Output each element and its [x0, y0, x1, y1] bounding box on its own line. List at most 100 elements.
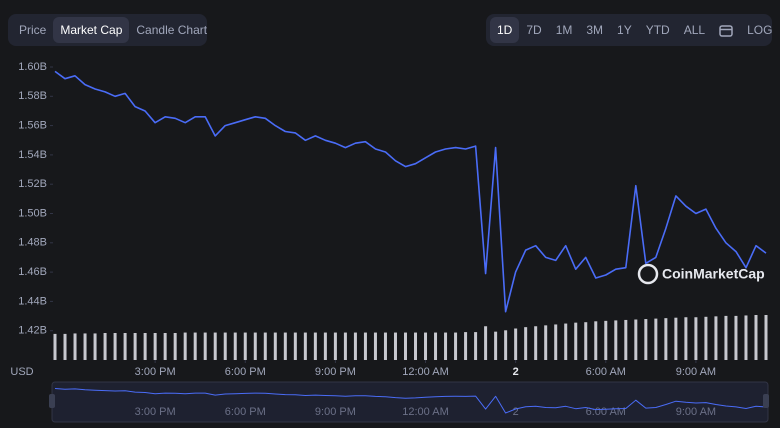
volume-bar [504, 330, 508, 360]
y-tick-label: 1.44B [18, 295, 47, 307]
volume-bar [163, 333, 167, 360]
range[interactable]: 1M [555, 23, 573, 37]
navigator-tick-label: 12:00 AM [402, 406, 448, 418]
navigator-handle [49, 394, 55, 408]
volume-bar [313, 332, 317, 360]
y-tick-label: 1.50B [18, 207, 47, 219]
range[interactable]: 3M [586, 23, 604, 37]
volume-bar [293, 332, 297, 360]
volume-bar [243, 332, 247, 360]
volume-bar [213, 332, 217, 360]
range[interactable]: 7D [526, 23, 542, 37]
volume-bar [373, 332, 377, 360]
log-toggle[interactable]: LOG [747, 23, 773, 37]
volume-bar [654, 318, 658, 360]
volume-bar [714, 316, 718, 360]
volume-bar [424, 332, 428, 360]
x-tick-label: 6:00 AM [586, 366, 626, 378]
range[interactable]: ALL [683, 23, 706, 37]
watermark: CoinMarketCap [637, 263, 765, 285]
navigator-tick-label: 9:00 AM [676, 406, 716, 418]
view-tabs: Price Market Cap Candle Chart [8, 14, 207, 46]
volume-bar [233, 332, 237, 360]
volume-bar [123, 333, 127, 360]
volume-bar [564, 323, 568, 360]
volume-bar [574, 322, 578, 360]
volume-bar [554, 324, 558, 360]
volume-bar [353, 332, 357, 360]
volume-bar [514, 328, 518, 360]
volume-bar [333, 332, 337, 360]
volume-bar [343, 332, 347, 360]
currency-label: USD [10, 366, 33, 378]
volume-bar [444, 332, 448, 360]
volume-bar [584, 322, 588, 360]
volume-bar [363, 332, 367, 360]
volume-bar [153, 333, 157, 360]
tab[interactable]: Price [19, 23, 47, 37]
volume-bar [393, 332, 397, 360]
volume-bar [744, 315, 748, 360]
calendar-icon [719, 25, 733, 37]
volume-bar [143, 333, 147, 360]
volume-bar [764, 315, 768, 360]
y-tick-label: 1.58B [18, 90, 47, 102]
range[interactable]: YTD [645, 23, 670, 37]
range[interactable]: 1Y [617, 23, 632, 37]
y-tick-label: 1.46B [18, 266, 47, 278]
x-tick-label: 9:00 AM [676, 366, 716, 378]
tab[interactable]: Market Cap [53, 17, 130, 43]
volume-bar [734, 315, 738, 360]
volume-bar [664, 318, 668, 360]
volume-bar [73, 333, 77, 360]
y-tick-label: 1.54B [18, 149, 47, 161]
volume-bar [724, 315, 728, 360]
calendar[interactable] [712, 17, 740, 43]
watermark-text: CoinMarketCap [662, 266, 765, 282]
volume-bar [694, 317, 698, 360]
volume-bar [644, 319, 648, 360]
navigator-line [54, 388, 767, 414]
volume-bar [604, 320, 608, 360]
volume-bar [273, 332, 277, 360]
y-tick-label: 1.48B [18, 237, 47, 249]
volume-bar [93, 333, 97, 360]
volume-bar [63, 333, 67, 360]
volume-bar [223, 332, 227, 360]
navigator-tick-label: 3:00 PM [135, 406, 176, 418]
range-tabs: 1D 7D 1M 3M 1Y YTD ALL LOG [486, 14, 772, 46]
volume-bar [253, 332, 257, 360]
tab[interactable]: Candle Chart [136, 23, 208, 37]
x-tick-label: 3:00 PM [135, 366, 176, 378]
logo [637, 263, 659, 285]
volume-bar [193, 332, 197, 360]
x-tick-label: 6:00 PM [225, 366, 266, 378]
volume-bar [283, 332, 287, 360]
volume-bar [534, 326, 538, 360]
volume-bar [133, 333, 137, 360]
y-tick-label: 1.60B [18, 61, 47, 73]
volume-bar [464, 332, 468, 360]
volume-bar [704, 316, 708, 360]
y-tick-label: 1.56B [18, 120, 47, 132]
navigator-handle [763, 394, 769, 408]
volume-bar [624, 319, 628, 360]
navigator-tick-label: 6:00 AM [586, 406, 626, 418]
range[interactable]: 1D [490, 17, 520, 43]
volume-bar [674, 317, 678, 360]
x-tick-label: 9:00 PM [315, 366, 356, 378]
volume-bar [303, 332, 307, 360]
volume-bar [203, 332, 207, 360]
price-line [54, 70, 767, 313]
volume-bar [113, 333, 117, 360]
volume-bar [434, 332, 438, 360]
volume-bar [403, 332, 407, 360]
volume-bar [383, 332, 387, 360]
volume-bar [53, 333, 57, 360]
y-tick-label: 1.52B [18, 178, 47, 190]
volume-bar [323, 332, 327, 360]
x-tick-label: 12:00 AM [402, 366, 448, 378]
volume-bar [754, 315, 758, 360]
